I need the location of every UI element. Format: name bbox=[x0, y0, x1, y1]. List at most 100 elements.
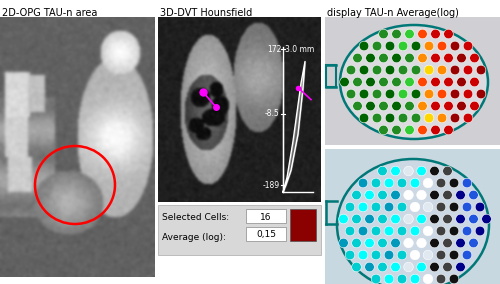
Circle shape bbox=[340, 77, 349, 87]
Text: 172: 172 bbox=[267, 45, 281, 53]
Circle shape bbox=[449, 178, 459, 188]
Circle shape bbox=[378, 166, 388, 176]
Circle shape bbox=[423, 226, 433, 236]
Circle shape bbox=[372, 113, 382, 123]
Circle shape bbox=[410, 274, 420, 284]
Circle shape bbox=[430, 125, 440, 135]
Circle shape bbox=[418, 53, 428, 63]
Circle shape bbox=[470, 101, 480, 111]
Circle shape bbox=[411, 41, 421, 51]
Text: -8.5: -8.5 bbox=[265, 110, 280, 118]
Circle shape bbox=[352, 214, 362, 224]
Circle shape bbox=[449, 274, 459, 284]
Circle shape bbox=[410, 178, 420, 188]
Circle shape bbox=[463, 41, 473, 51]
Circle shape bbox=[385, 65, 395, 75]
Circle shape bbox=[404, 29, 414, 39]
Circle shape bbox=[437, 89, 447, 99]
Circle shape bbox=[418, 29, 428, 39]
Circle shape bbox=[404, 77, 414, 87]
Circle shape bbox=[482, 214, 492, 224]
FancyBboxPatch shape bbox=[158, 205, 321, 255]
Circle shape bbox=[418, 101, 428, 111]
Circle shape bbox=[359, 41, 369, 51]
Circle shape bbox=[437, 65, 447, 75]
Circle shape bbox=[449, 250, 459, 260]
Circle shape bbox=[352, 77, 362, 87]
Circle shape bbox=[371, 250, 381, 260]
Circle shape bbox=[410, 226, 420, 236]
Text: Average (log):: Average (log): bbox=[162, 233, 226, 241]
Circle shape bbox=[372, 41, 382, 51]
Circle shape bbox=[475, 202, 485, 212]
Circle shape bbox=[359, 89, 369, 99]
Circle shape bbox=[462, 202, 472, 212]
Circle shape bbox=[442, 262, 452, 272]
Circle shape bbox=[398, 89, 408, 99]
Circle shape bbox=[378, 77, 388, 87]
FancyBboxPatch shape bbox=[246, 227, 286, 241]
Circle shape bbox=[397, 202, 407, 212]
Circle shape bbox=[436, 178, 446, 188]
Circle shape bbox=[359, 113, 369, 123]
Circle shape bbox=[424, 113, 434, 123]
Circle shape bbox=[390, 262, 400, 272]
Circle shape bbox=[392, 77, 402, 87]
Circle shape bbox=[385, 41, 395, 51]
Circle shape bbox=[468, 238, 478, 248]
Circle shape bbox=[371, 202, 381, 212]
Circle shape bbox=[392, 29, 402, 39]
Circle shape bbox=[345, 202, 355, 212]
Circle shape bbox=[463, 89, 473, 99]
Circle shape bbox=[404, 125, 414, 135]
Circle shape bbox=[456, 77, 466, 87]
Circle shape bbox=[416, 214, 426, 224]
FancyBboxPatch shape bbox=[158, 17, 321, 202]
Circle shape bbox=[366, 77, 376, 87]
Circle shape bbox=[456, 190, 466, 200]
Circle shape bbox=[352, 53, 362, 63]
Circle shape bbox=[449, 226, 459, 236]
Circle shape bbox=[366, 101, 376, 111]
Circle shape bbox=[378, 29, 388, 39]
Circle shape bbox=[436, 202, 446, 212]
Circle shape bbox=[418, 125, 428, 135]
Circle shape bbox=[442, 190, 452, 200]
Circle shape bbox=[423, 250, 433, 260]
Circle shape bbox=[378, 101, 388, 111]
Circle shape bbox=[456, 53, 466, 63]
Circle shape bbox=[371, 226, 381, 236]
Circle shape bbox=[392, 125, 402, 135]
Circle shape bbox=[444, 53, 454, 63]
Circle shape bbox=[390, 214, 400, 224]
Circle shape bbox=[436, 226, 446, 236]
Circle shape bbox=[378, 214, 388, 224]
FancyBboxPatch shape bbox=[246, 209, 286, 223]
Circle shape bbox=[364, 190, 374, 200]
Circle shape bbox=[404, 166, 413, 176]
Circle shape bbox=[397, 178, 407, 188]
Text: -189: -189 bbox=[263, 181, 280, 189]
Circle shape bbox=[449, 202, 459, 212]
Circle shape bbox=[404, 190, 413, 200]
Circle shape bbox=[450, 113, 460, 123]
Circle shape bbox=[352, 262, 362, 272]
Circle shape bbox=[450, 65, 460, 75]
Circle shape bbox=[423, 202, 433, 212]
Circle shape bbox=[384, 202, 394, 212]
Circle shape bbox=[398, 41, 408, 51]
Text: 3.0 mm: 3.0 mm bbox=[285, 45, 314, 53]
Circle shape bbox=[462, 226, 472, 236]
Circle shape bbox=[410, 202, 420, 212]
Circle shape bbox=[352, 190, 362, 200]
Circle shape bbox=[378, 125, 388, 135]
Circle shape bbox=[390, 238, 400, 248]
Circle shape bbox=[416, 238, 426, 248]
Circle shape bbox=[411, 65, 421, 75]
Circle shape bbox=[416, 190, 426, 200]
FancyBboxPatch shape bbox=[290, 209, 316, 241]
Circle shape bbox=[430, 166, 440, 176]
Circle shape bbox=[384, 178, 394, 188]
Circle shape bbox=[444, 125, 454, 135]
Circle shape bbox=[423, 274, 433, 284]
